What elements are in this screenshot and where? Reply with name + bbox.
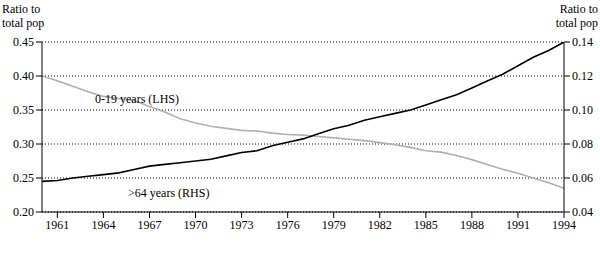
svg-text:1964: 1964 [91, 218, 115, 232]
svg-text:0.30: 0.30 [13, 137, 34, 151]
svg-text:1961: 1961 [45, 218, 69, 232]
svg-text:0.35: 0.35 [13, 103, 34, 117]
svg-text:0.25: 0.25 [13, 171, 34, 185]
html-text:0-19 years (LHS): 0-19 years (LHS) [95, 92, 179, 106]
svg-text:1979: 1979 [322, 218, 346, 232]
svg-text:1994: 1994 [552, 218, 576, 232]
svg-text:1973: 1973 [230, 218, 254, 232]
svg-text:1970: 1970 [184, 218, 208, 232]
svg-text:0.06: 0.06 [572, 171, 592, 185]
svg-text:1967: 1967 [137, 218, 161, 232]
svg-text:1991: 1991 [506, 218, 530, 232]
svg-text:0.40: 0.40 [13, 69, 34, 83]
html-text:Ratio to total pop: Ratio to total pop [555, 2, 598, 30]
svg-text:0.04: 0.04 [572, 205, 592, 219]
svg-text:0.12: 0.12 [572, 69, 592, 83]
svg-text:0.08: 0.08 [572, 137, 592, 151]
svg-text:0.20: 0.20 [13, 205, 34, 219]
html-text:>64 years (RHS): >64 years (RHS) [128, 186, 210, 200]
svg-text:1985: 1985 [414, 218, 438, 232]
svg-text:0.10: 0.10 [572, 103, 592, 117]
svg-text:0.14: 0.14 [572, 35, 592, 49]
svg-text:1982: 1982 [368, 218, 392, 232]
html-text:Ratio to total pop: Ratio to total pop [2, 2, 45, 30]
svg-text:1988: 1988 [460, 218, 484, 232]
svg-text:1976: 1976 [276, 218, 300, 232]
svg-text:0.45: 0.45 [13, 35, 34, 49]
